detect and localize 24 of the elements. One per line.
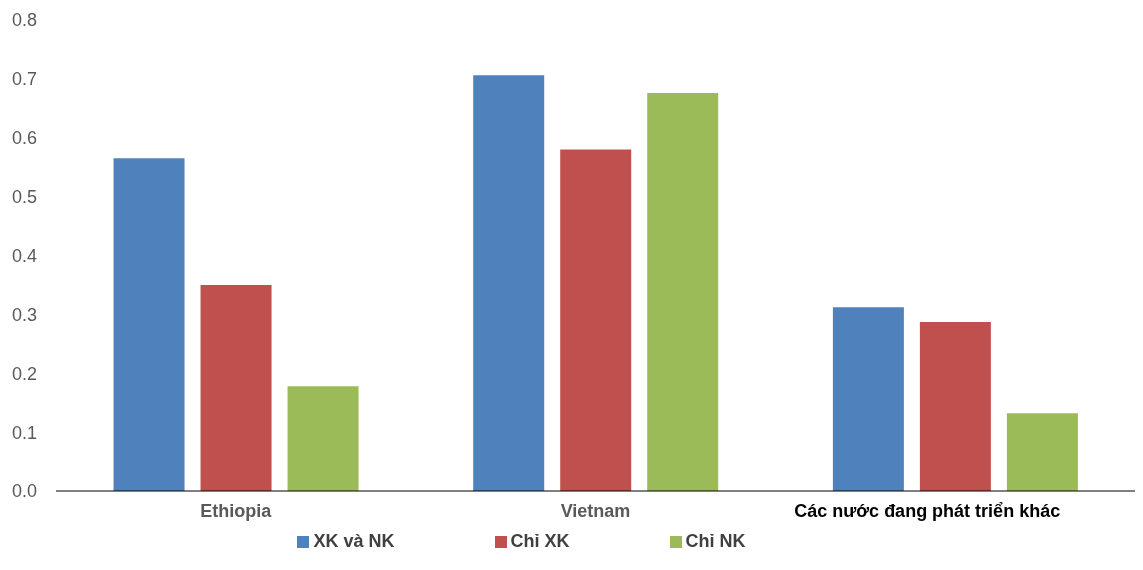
y-tick-label: 0.2 (12, 363, 38, 384)
bar (919, 322, 991, 491)
bar (200, 284, 272, 491)
y-tick-label: 0.3 (12, 304, 38, 325)
bar (287, 386, 359, 491)
y-tick-label: 0.0 (12, 481, 38, 502)
y-tick-label: 0.1 (12, 422, 38, 443)
bar (1006, 413, 1078, 491)
y-tick-label: 0.5 (12, 187, 38, 208)
bar (560, 149, 632, 491)
y-tick-label: 0.8 (12, 10, 38, 31)
legend-label: Chỉ NK (685, 531, 746, 551)
x-tick-label: Các nước đang phát triển khác (794, 501, 1061, 521)
x-tick-label: Vietnam (560, 501, 631, 521)
bar (832, 307, 904, 491)
bar (473, 75, 545, 491)
x-tick-label: Ethiopia (200, 501, 273, 521)
y-tick-label: 0.7 (12, 69, 38, 90)
legend-label: XK và NK (313, 531, 395, 551)
bar (113, 158, 185, 491)
bar (647, 93, 719, 491)
legend-label: Chỉ XK (510, 531, 570, 551)
y-tick-label: 0.6 (12, 128, 38, 149)
y-tick-label: 0.4 (12, 245, 38, 266)
